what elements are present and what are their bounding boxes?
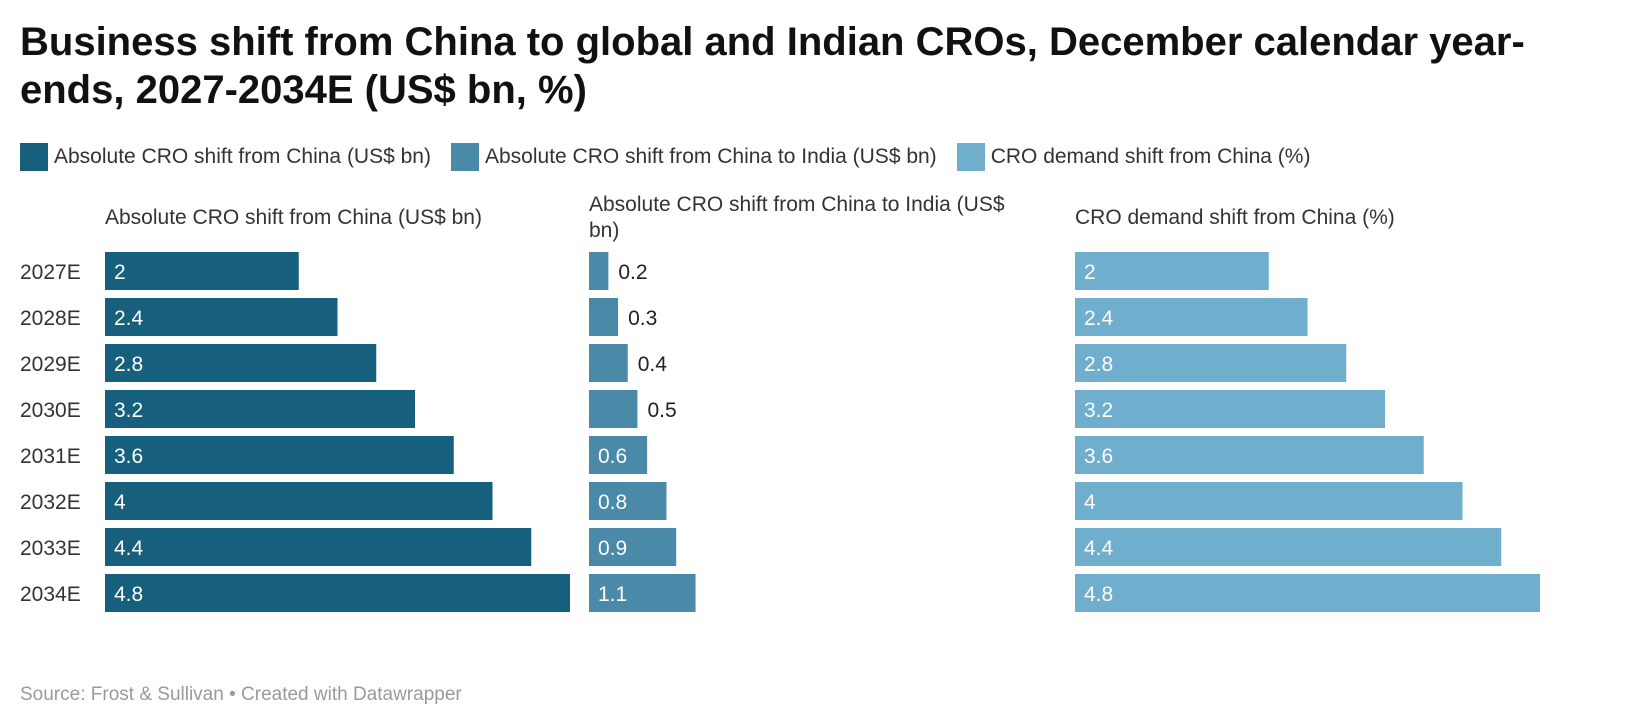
data-label: 0.4	[638, 353, 668, 376]
data-label: 0.6	[598, 445, 627, 468]
bar	[589, 252, 609, 290]
data-label: 4	[114, 491, 126, 514]
legend-item-china: Absolute CRO shift from China (US$ bn)	[20, 143, 431, 171]
legend-swatch	[450, 143, 479, 171]
bar	[589, 344, 628, 382]
bar	[105, 436, 454, 474]
data-label: 2	[114, 261, 126, 284]
bar	[105, 344, 377, 382]
bar	[105, 574, 570, 612]
data-label: 2.4	[1084, 307, 1114, 330]
data-label: 3.6	[1084, 445, 1113, 468]
bar	[105, 252, 299, 290]
data-label: 4.8	[1084, 583, 1113, 606]
panel-title: Absolute CRO shift from China to India (…	[589, 193, 1005, 216]
bar	[1075, 298, 1308, 336]
bar	[1075, 528, 1502, 566]
data-label: 3.2	[114, 399, 143, 422]
bar	[589, 390, 638, 428]
category-label: 2029E	[20, 353, 81, 376]
data-label: 0.2	[618, 261, 647, 284]
bar	[589, 574, 696, 612]
data-label: 0.5	[647, 399, 676, 422]
data-label: 1.1	[598, 583, 627, 606]
bar	[1075, 390, 1385, 428]
legend: Absolute CRO shift from China (US$ bn) A…	[20, 142, 1330, 172]
data-label: 4	[1084, 491, 1096, 514]
chart-title: Business shift from China to global and …	[20, 20, 1525, 112]
category-label: 2033E	[20, 537, 81, 560]
bar	[105, 298, 338, 336]
bar	[105, 390, 415, 428]
bar	[589, 298, 619, 336]
bar	[1075, 252, 1269, 290]
legend-item-india: Absolute CRO shift from China to India (…	[450, 143, 937, 171]
bar	[105, 528, 532, 566]
bar	[1075, 574, 1540, 612]
bar	[589, 482, 667, 520]
data-label: 2	[1084, 261, 1096, 284]
panel-title: CRO demand shift from China (%)	[1075, 206, 1395, 229]
data-label: 3.2	[1084, 399, 1113, 422]
bar	[1075, 482, 1463, 520]
bar	[589, 436, 648, 474]
data-label: 0.9	[598, 537, 627, 560]
data-label: 0.3	[628, 307, 657, 330]
category-label: 2032E	[20, 491, 81, 514]
data-label: 4.8	[114, 583, 143, 606]
data-label: 4.4	[114, 537, 144, 560]
data-label: 2.8	[1084, 353, 1113, 376]
data-label: 4.4	[1084, 537, 1114, 560]
data-label: 0.8	[598, 491, 627, 514]
data-label: 2.4	[114, 307, 144, 330]
bar	[589, 528, 677, 566]
legend-label: Absolute CRO shift from China (US$ bn)	[54, 145, 431, 168]
legend-item-demand: CRO demand shift from China (%)	[956, 143, 1311, 171]
category-label: 2034E	[20, 583, 81, 606]
data-label: 3.6	[114, 445, 143, 468]
data-label: 2.8	[114, 353, 143, 376]
legend-label: CRO demand shift from China (%)	[990, 145, 1311, 168]
bar	[1075, 436, 1424, 474]
panel-title: bn)	[589, 219, 619, 242]
legend-label: Absolute CRO shift from China to India (…	[484, 145, 937, 168]
category-label: 2028E	[20, 307, 81, 330]
category-label: 2027E	[20, 261, 81, 284]
panel-title: Absolute CRO shift from China (US$ bn)	[105, 206, 482, 229]
bar	[105, 482, 493, 520]
bar	[1075, 344, 1347, 382]
source-note: Source: Frost & Sullivan • Created with …	[20, 684, 462, 705]
legend-swatch	[956, 143, 985, 171]
legend-swatch	[20, 143, 48, 171]
category-label: 2030E	[20, 399, 81, 422]
category-label: 2031E	[20, 445, 81, 468]
